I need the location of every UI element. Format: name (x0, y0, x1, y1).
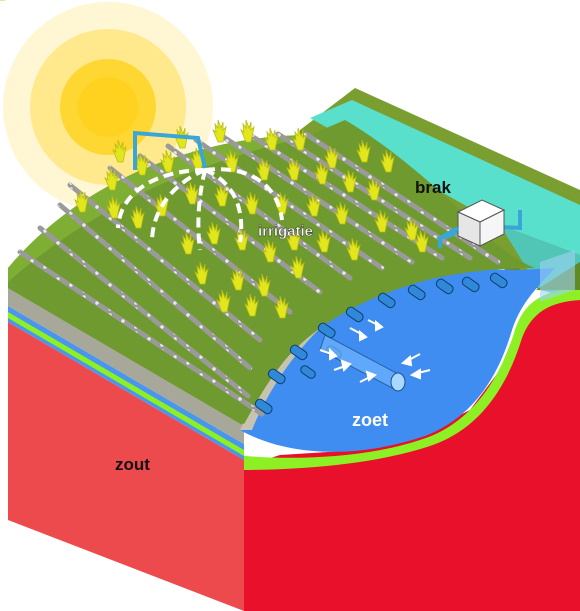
pump-icon (438, 199, 522, 248)
inflow-arrows (319, 319, 431, 383)
label-irrigatie: irrigatie (258, 223, 313, 240)
fresh-water-lens (240, 268, 555, 452)
sprinkler-pipe-icon (133, 130, 207, 170)
label-zout: zout (115, 455, 150, 474)
well-pipe-icon (319, 334, 406, 392)
left-block (8, 282, 244, 611)
salt-layer (8, 322, 244, 611)
label-zoet: zoet (352, 410, 388, 430)
sun-icon (3, 2, 213, 212)
brackish-channel (310, 100, 580, 255)
drip-tube-icon (254, 272, 508, 415)
channel-outlet (540, 250, 575, 302)
sprinkler-arcs (116, 167, 284, 251)
label-brak: brak (415, 178, 451, 197)
